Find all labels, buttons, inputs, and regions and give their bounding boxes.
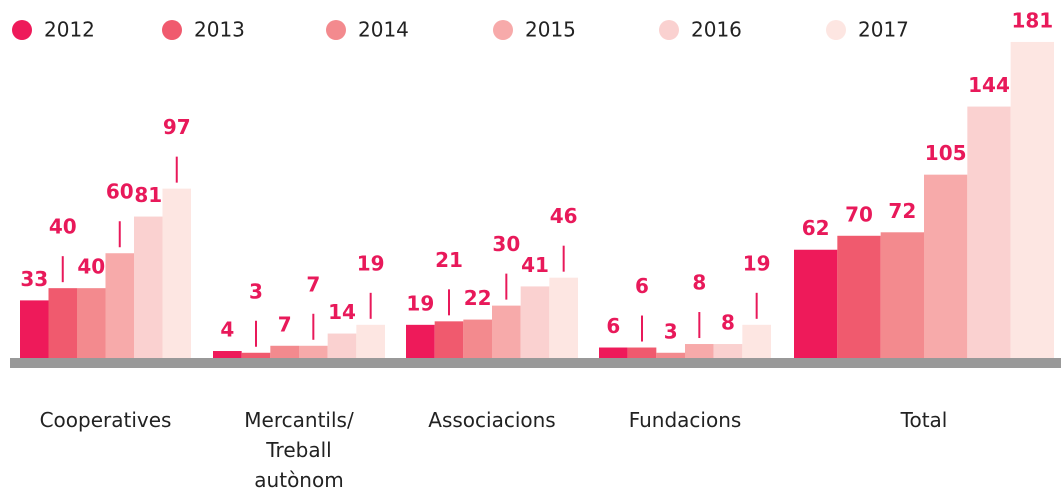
legend-swatch: [326, 20, 346, 40]
legend-swatch: [659, 20, 679, 40]
bar: [48, 288, 77, 358]
baseline: [10, 358, 1061, 368]
value-label: 6: [635, 274, 649, 298]
legend-label: 2012: [44, 18, 95, 42]
value-label: 3: [249, 279, 263, 303]
bar: [924, 174, 968, 358]
bar: [492, 305, 521, 358]
value-label: 8: [692, 271, 706, 295]
bar: [1010, 41, 1054, 358]
value-label: 97: [163, 115, 191, 139]
value-label: 19: [743, 251, 771, 275]
value-label: 81: [134, 183, 162, 207]
category-label: Total: [900, 408, 948, 432]
bar: [299, 345, 328, 358]
category-label: Mercantils/ Treball autònom: [244, 408, 354, 492]
value-label: 62: [802, 216, 830, 240]
value-label: 6: [606, 314, 620, 338]
value-label: 14: [328, 300, 356, 324]
bar: [880, 232, 924, 358]
bar: [549, 277, 578, 358]
category-label: Cooperatives: [39, 408, 172, 432]
value-label: 40: [77, 255, 105, 279]
bar: [406, 324, 435, 358]
value-label: 19: [406, 291, 434, 315]
bar: [967, 106, 1011, 359]
value-label: 30: [492, 232, 520, 256]
value-label: 33: [20, 267, 48, 291]
value-label: 22: [464, 286, 492, 310]
category-label: Associacions: [428, 408, 556, 432]
value-label: 8: [721, 311, 735, 335]
legend-label: 2014: [358, 18, 409, 42]
bar: [356, 324, 385, 358]
value-label: 7: [306, 272, 320, 296]
bar: [627, 347, 657, 358]
bar: [713, 344, 743, 358]
bar: [134, 216, 163, 358]
bar: [105, 253, 134, 358]
value-label: 70: [845, 202, 873, 226]
bar: [685, 344, 714, 358]
value-label: 105: [925, 141, 967, 165]
value-label: 4: [220, 318, 234, 342]
value-label: 72: [888, 199, 916, 223]
value-label: 3: [664, 319, 678, 343]
value-label: 21: [435, 248, 463, 272]
bar: [463, 319, 492, 358]
legend-swatch: [493, 20, 513, 40]
legend-label: 2016: [691, 18, 742, 42]
bar: [794, 249, 838, 358]
bar: [656, 352, 685, 358]
bar: [434, 321, 464, 358]
value-label: 60: [106, 180, 134, 204]
legend-swatch: [12, 20, 32, 40]
bar: [20, 300, 49, 358]
legend-label: 2017: [858, 18, 909, 42]
value-label: 7: [278, 312, 292, 336]
bar: [837, 235, 881, 358]
bar: [742, 324, 771, 358]
value-label: 19: [357, 251, 385, 275]
value-label: 40: [49, 215, 77, 239]
bar: [599, 347, 628, 358]
legend-label: 2013: [194, 18, 245, 42]
bar: [520, 286, 550, 358]
bar: [213, 351, 242, 358]
legend-swatch: [162, 20, 182, 40]
bar: [270, 345, 299, 358]
value-label: 144: [968, 73, 1010, 97]
category-label: Fundacions: [628, 408, 742, 432]
bar: [241, 352, 271, 358]
bar: [162, 188, 191, 358]
value-label: 181: [1011, 8, 1053, 32]
legend-swatch: [826, 20, 846, 40]
legend-label: 2015: [525, 18, 576, 42]
bar: [77, 288, 106, 358]
value-label: 46: [550, 204, 578, 228]
value-label: 41: [521, 253, 549, 277]
bar: [327, 333, 357, 358]
